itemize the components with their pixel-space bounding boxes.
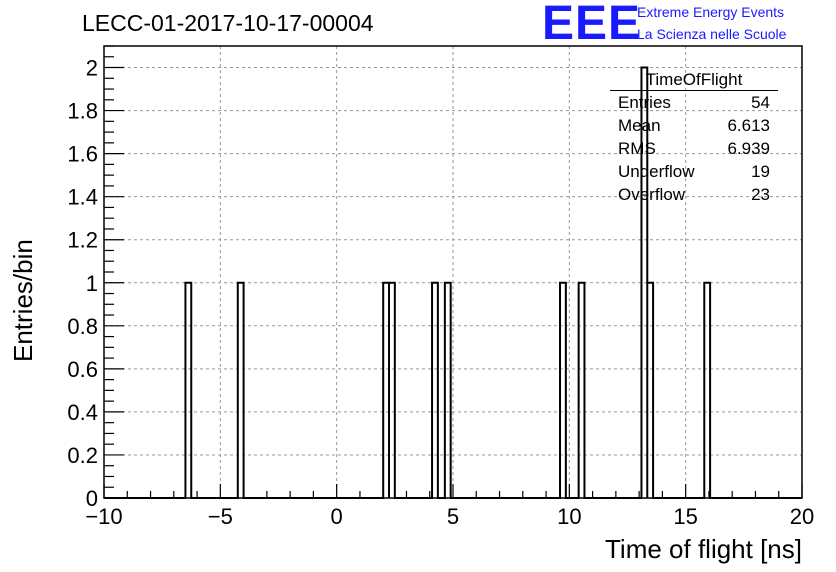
stats-row-mean: Mean 6.613 xyxy=(618,116,770,138)
logo-line-2: La Scienza nelle Scuole xyxy=(637,26,787,42)
stats-box: TimeOfFlight Entries 54 Mean 6.613 RMS 6… xyxy=(610,70,778,210)
x-tick-label: −5 xyxy=(208,504,233,529)
stats-key: Overflow xyxy=(618,185,686,204)
stats-key: RMS xyxy=(618,139,656,158)
x-tick-label: 10 xyxy=(557,504,581,529)
stats-divider xyxy=(610,90,778,91)
x-tick-label: −10 xyxy=(85,504,122,529)
y-axis-label: Entries/bin xyxy=(8,239,38,362)
stats-key: Entries xyxy=(618,93,671,112)
y-tick-label: 1.8 xyxy=(67,99,98,124)
stats-key: Underflow xyxy=(618,162,695,181)
y-tick-label: 1.4 xyxy=(67,185,98,210)
tick-labels: −10 −5 0 5 10 15 20 0 0.2 0.4 0.6 0.8 1 1.2 1.4 1.6 1.8 2 xyxy=(67,56,814,529)
stats-value: 6.613 xyxy=(727,116,770,135)
stats-row-entries: Entries 54 xyxy=(618,93,770,115)
y-tick-label: 1.2 xyxy=(67,228,98,253)
logo-line-1: Extreme Energy Events xyxy=(637,4,785,20)
ticks xyxy=(103,45,803,499)
x-tick-label: 5 xyxy=(447,504,459,529)
stats-row-overflow: Overflow 23 xyxy=(618,185,770,207)
y-tick-label: 1.6 xyxy=(67,142,98,167)
stats-value: 6.939 xyxy=(727,139,770,158)
stats-row-underflow: Underflow 19 xyxy=(618,162,770,184)
x-axis-label: Time of flight [ns] xyxy=(605,534,802,564)
y-tick-label: 0.8 xyxy=(67,314,98,339)
grid xyxy=(104,46,802,498)
stats-title: TimeOfFlight xyxy=(645,70,743,89)
stats-key: Mean xyxy=(618,116,661,135)
stats-value: 23 xyxy=(751,185,770,204)
x-tick-label: 15 xyxy=(673,504,697,529)
y-tick-label: 0.6 xyxy=(67,357,98,382)
x-tick-label: 0 xyxy=(331,504,343,529)
y-axis-label-wrap: Entries/bin xyxy=(6,182,38,362)
stats-row-rms: RMS 6.939 xyxy=(618,139,770,161)
y-tick-label: 2 xyxy=(86,56,98,81)
y-tick-label: 1 xyxy=(86,271,98,296)
stats-value: 19 xyxy=(751,162,770,181)
stats-value: 54 xyxy=(751,93,770,112)
chart-title: LECC-01-2017-10-17-00004 xyxy=(82,10,374,36)
eee-logo: EEE xyxy=(542,0,642,50)
y-tick-label: 0.4 xyxy=(67,400,98,425)
y-tick-label: 0 xyxy=(86,486,98,511)
x-tick-label: 20 xyxy=(790,504,814,529)
y-tick-label: 0.2 xyxy=(67,443,98,468)
histogram-outline xyxy=(104,66,802,499)
histogram-bars xyxy=(104,66,802,499)
